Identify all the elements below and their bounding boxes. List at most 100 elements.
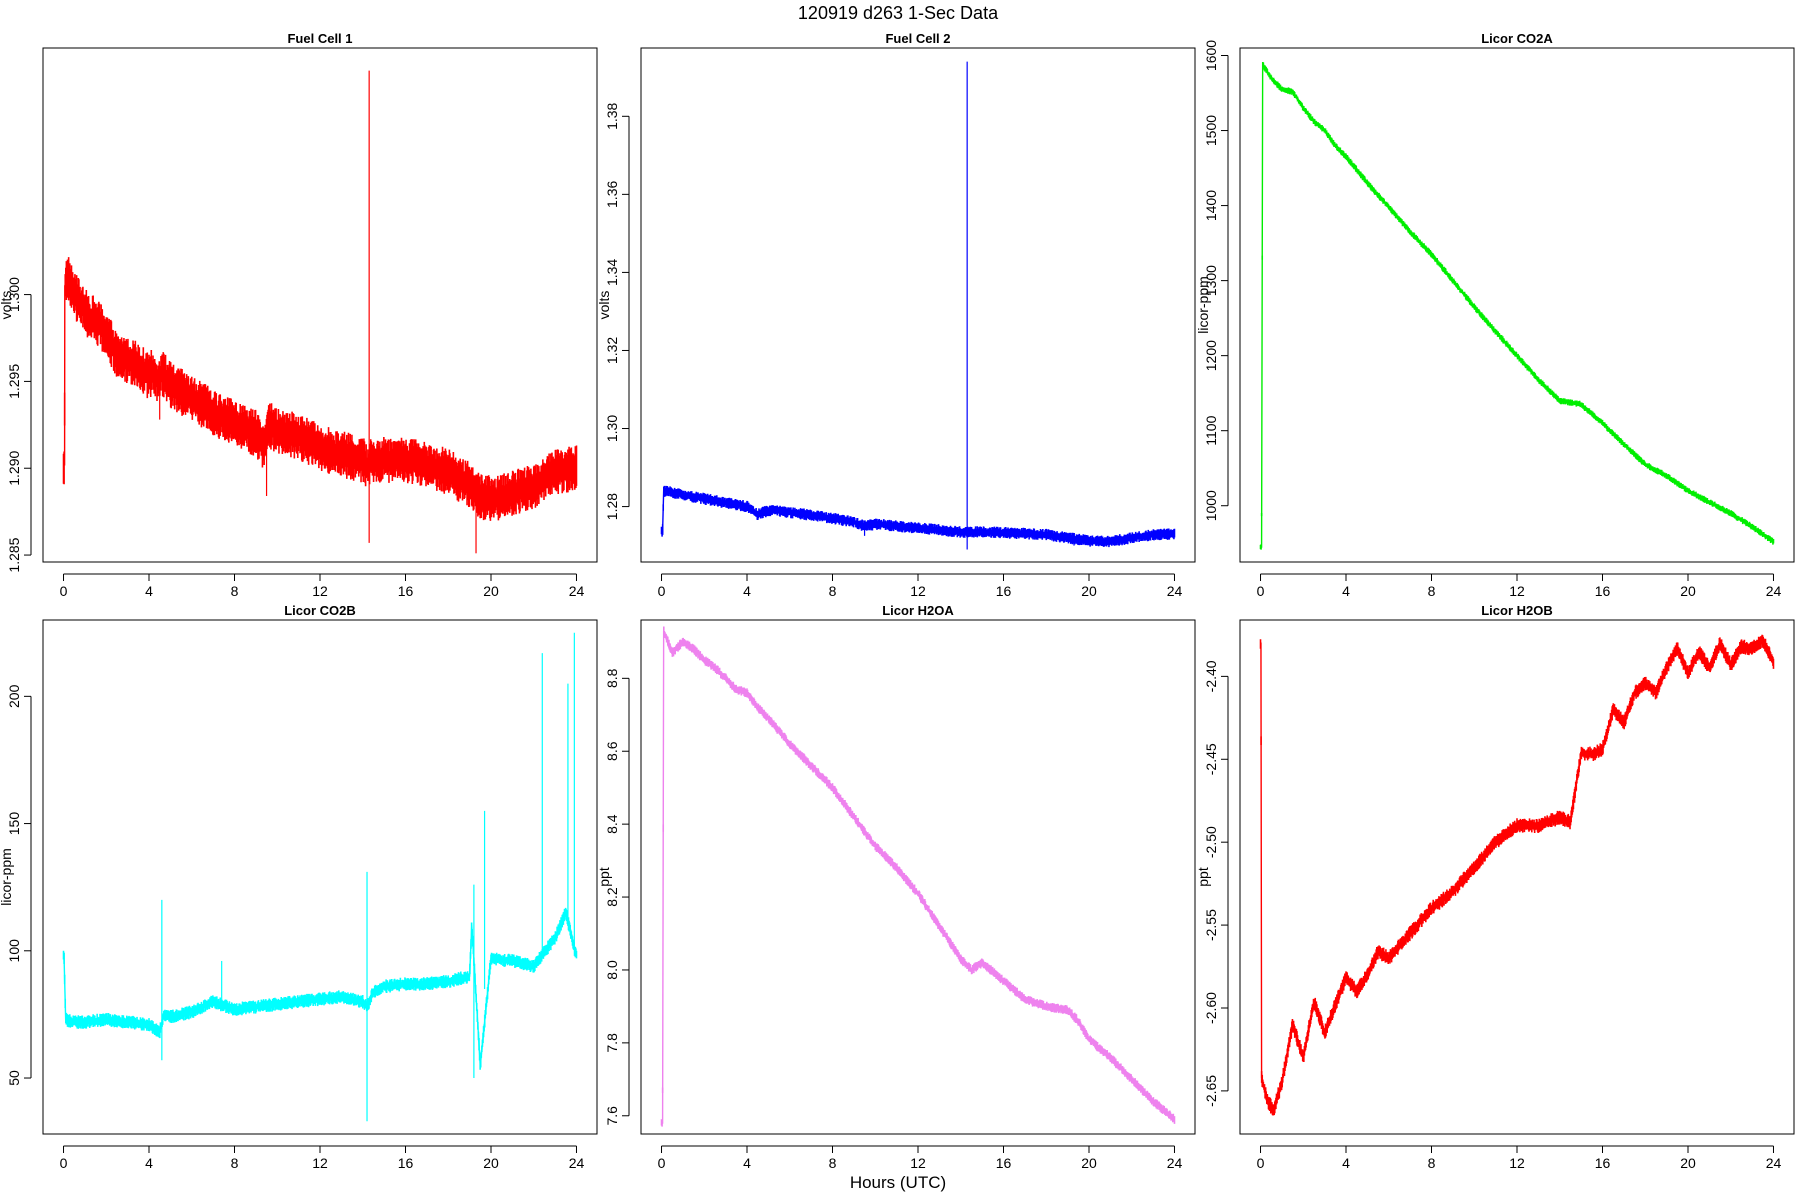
- x-tick-label: 20: [1081, 1155, 1097, 1171]
- y-tick-label: -2.60: [1203, 992, 1219, 1024]
- series-line: [63, 910, 578, 1066]
- panel-title: Licor H2OA: [882, 603, 954, 618]
- y-tick-label: 8.0: [604, 960, 620, 980]
- chart-panels: Fuel Cell 1 volts 0 4 8 12 16 20 24 1.285 1.290 1.2…: [0, 31, 1795, 1171]
- panel-title: Fuel Cell 1: [287, 31, 352, 46]
- series-line: [1260, 638, 1775, 1113]
- x-tick-label: 8: [1428, 583, 1436, 599]
- y-axis-label: licor-ppm: [1195, 276, 1211, 334]
- y-tick-label: 200: [6, 684, 22, 708]
- x-tick-label: 0: [658, 583, 666, 599]
- panel-title: Licor H2OB: [1481, 603, 1553, 618]
- figure-title: 120919 d263 1-Sec Data: [798, 3, 999, 23]
- y-tick-label: 1.34: [604, 259, 620, 286]
- x-tick-label: 20: [1081, 583, 1097, 599]
- series-line: [1260, 62, 1774, 548]
- x-tick-label: 0: [658, 1155, 666, 1171]
- plot-frame: [42, 619, 598, 1135]
- y-tick-label: 8.8: [604, 668, 620, 688]
- series-line: [63, 275, 577, 501]
- x-tick-label: 16: [996, 583, 1012, 599]
- x-tick-label: 24: [1167, 583, 1183, 599]
- chart-panel-3: Licor CO2A licor-ppm 0 4 8 12 16 20 24 1000 1100 12…: [1195, 31, 1795, 599]
- x-tick-label: 4: [743, 583, 751, 599]
- y-tick-label: 1100: [1203, 415, 1219, 445]
- plot-frame: [1239, 47, 1795, 563]
- x-tick-label: 8: [231, 1155, 239, 1171]
- x-tick-label: 16: [398, 583, 414, 599]
- x-tick-label: 0: [1257, 583, 1265, 599]
- y-tick-label: 1.30: [604, 415, 620, 442]
- x-tick-label: 20: [1680, 583, 1696, 599]
- x-tick-label: 0: [1257, 1155, 1265, 1171]
- x-tick-label: 16: [1595, 583, 1611, 599]
- series-line: [661, 490, 1175, 543]
- y-tick-label: 1400: [1203, 190, 1219, 221]
- x-tick-label: 4: [1342, 1155, 1350, 1171]
- x-tick-label: 20: [483, 583, 499, 599]
- x-tick-label: 12: [1509, 583, 1525, 599]
- y-tick-label: 1.38: [604, 102, 620, 129]
- x-tick-label: 24: [1167, 1155, 1183, 1171]
- plot-frame: [640, 619, 1196, 1135]
- y-tick-label: 100: [6, 939, 22, 963]
- x-tick-label: 12: [910, 1155, 926, 1171]
- y-tick-label: 1.300: [6, 277, 22, 312]
- y-tick-label: -2.55: [1203, 909, 1219, 941]
- x-tick-label: 8: [1428, 1155, 1436, 1171]
- y-axis-label: ppt: [596, 867, 612, 887]
- x-tick-label: 16: [996, 1155, 1012, 1171]
- x-tick-label: 20: [1680, 1155, 1696, 1171]
- plot-frame: [640, 47, 1196, 563]
- y-tick-label: 1.36: [604, 181, 620, 208]
- x-tick-label: 24: [569, 583, 585, 599]
- x-tick-label: 8: [829, 583, 837, 599]
- shared-x-axis-label: Hours (UTC): [850, 1173, 946, 1192]
- y-tick-label: 1200: [1203, 340, 1219, 371]
- panel-title: Licor CO2A: [1481, 31, 1553, 46]
- y-axis-label: volts: [0, 291, 14, 320]
- x-tick-label: 4: [145, 583, 153, 599]
- y-tick-label: 1.290: [6, 451, 22, 486]
- x-tick-label: 4: [145, 1155, 153, 1171]
- plot-frame: [1239, 619, 1795, 1135]
- y-tick-label: 7.6: [604, 1106, 620, 1126]
- x-tick-label: 24: [1766, 1155, 1782, 1171]
- x-tick-label: 4: [743, 1155, 751, 1171]
- chart-panel-1: Fuel Cell 1 volts 0 4 8 12 16 20 24 1.285 1.290 1.2…: [0, 31, 598, 599]
- x-tick-label: 16: [1595, 1155, 1611, 1171]
- y-tick-label: 8.4: [604, 814, 620, 834]
- y-tick-label: 150: [6, 812, 22, 836]
- y-tick-label: 8.2: [604, 887, 620, 907]
- y-tick-label: -2.45: [1203, 743, 1219, 775]
- x-tick-label: 20: [483, 1155, 499, 1171]
- x-tick-label: 8: [829, 1155, 837, 1171]
- y-axis-label: volts: [596, 291, 612, 320]
- x-tick-label: 16: [398, 1155, 414, 1171]
- x-tick-label: 24: [569, 1155, 585, 1171]
- y-tick-label: 1.285: [6, 537, 22, 572]
- y-tick-label: -2.50: [1203, 826, 1219, 858]
- y-tick-label: 1600: [1203, 40, 1219, 71]
- x-tick-label: 0: [60, 583, 68, 599]
- y-tick-label: 1000: [1203, 490, 1219, 521]
- y-tick-label: -2.40: [1203, 660, 1219, 692]
- y-axis-label: licor-ppm: [0, 848, 14, 906]
- x-tick-label: 8: [231, 583, 239, 599]
- x-tick-label: 0: [60, 1155, 68, 1171]
- plot-frame: [42, 47, 598, 563]
- chart-panel-6: Licor H2OB ppt 0 4 8 12 16 20 24 -2.65 -2.60 -2.55 -…: [1195, 603, 1795, 1171]
- x-tick-label: 4: [1342, 583, 1350, 599]
- y-tick-label: 1.32: [604, 337, 620, 364]
- x-tick-label: 12: [1509, 1155, 1525, 1171]
- chart-panel-4: Licor CO2B licor-ppm 0 4 8 12 16 20 24 50 100 150 20…: [0, 603, 598, 1171]
- y-axis-label: ppt: [1195, 867, 1211, 887]
- y-tick-label: -2.65: [1203, 1075, 1219, 1107]
- y-tick-label: 1300: [1203, 265, 1219, 296]
- y-tick-label: 1.295: [6, 364, 22, 399]
- y-tick-label: 7.8: [604, 1033, 620, 1053]
- panel-title: Fuel Cell 2: [885, 31, 950, 46]
- x-tick-label: 12: [910, 583, 926, 599]
- panel-title: Licor CO2B: [284, 603, 356, 618]
